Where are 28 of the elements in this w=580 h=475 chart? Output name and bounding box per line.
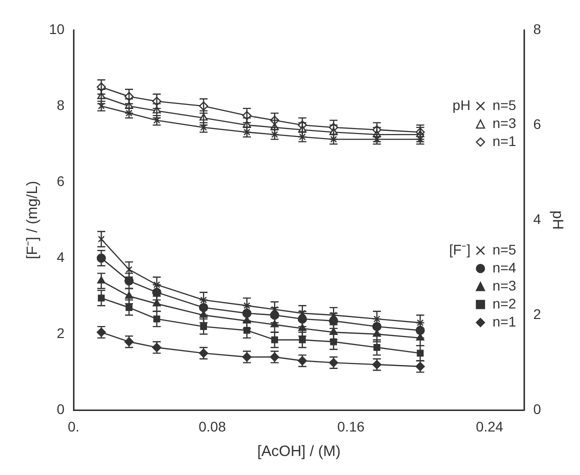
y2-tick-label: 8 xyxy=(533,20,542,37)
y-tick-label: 10 xyxy=(48,20,65,37)
y2-axis-title: pH xyxy=(548,210,566,230)
y2-tick-label: 2 xyxy=(533,306,542,322)
legend-label: n=1 xyxy=(492,313,516,330)
legend-label: n=3 xyxy=(492,277,516,294)
y-tick-label: 6 xyxy=(56,172,65,189)
y2-tick-label: 0 xyxy=(533,401,542,418)
legend-label: n=3 xyxy=(492,114,516,131)
annotation: pH xyxy=(452,96,470,113)
x-tick-label: 0.16 xyxy=(337,418,365,434)
y-tick-label: 4 xyxy=(56,248,65,265)
y-tick-label: 0 xyxy=(56,401,65,418)
x-axis-title: [AcOH] / (M) xyxy=(257,443,341,460)
legend-label: n=4 xyxy=(492,259,516,276)
y-tick-label: 8 xyxy=(56,96,65,113)
y-axis-title: [F⁻] / (mg/L) xyxy=(24,180,42,260)
annotation: [F⁻] xyxy=(449,241,470,258)
legend-label: n=1 xyxy=(492,132,516,149)
legend-label: n=5 xyxy=(492,96,516,113)
x-tick-label: 0.08 xyxy=(198,418,226,434)
x-tick-label: 0.24 xyxy=(476,418,504,434)
legend-label: n=5 xyxy=(492,241,516,258)
y2-tick-label: 4 xyxy=(533,210,542,227)
y-tick-label: 2 xyxy=(56,325,65,342)
y2-tick-label: 6 xyxy=(533,116,542,132)
legend-label: n=2 xyxy=(492,295,516,312)
x-tick-label: 0. xyxy=(68,418,80,434)
